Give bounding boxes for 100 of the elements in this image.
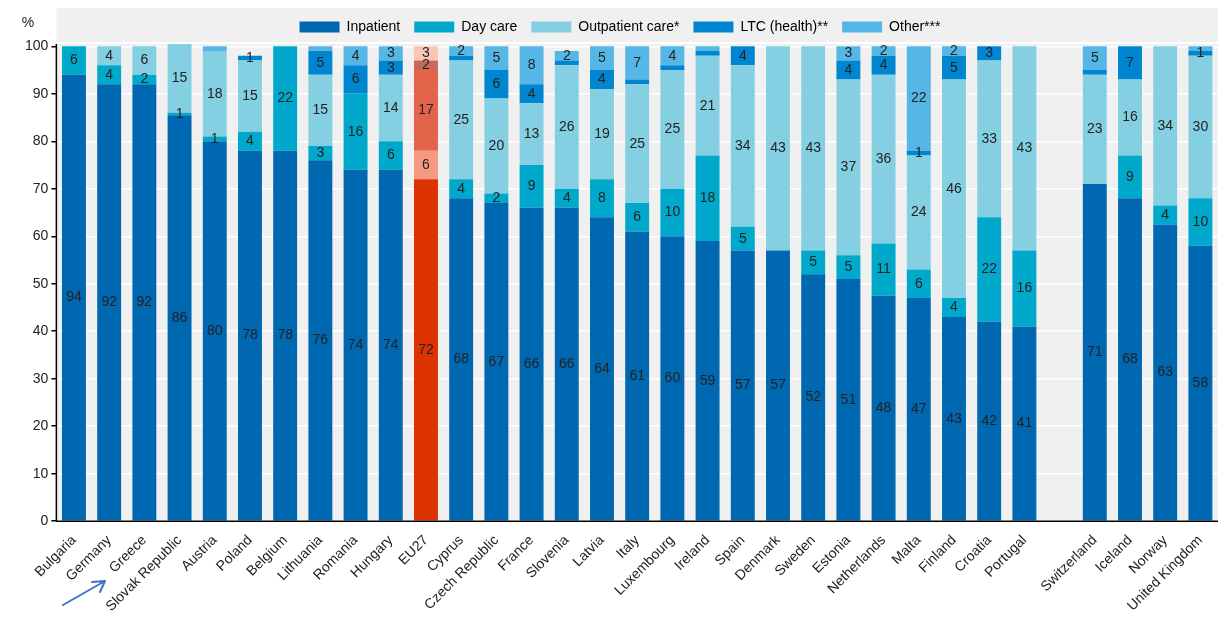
data-label: 13 — [523, 125, 540, 142]
data-label: 1 — [175, 104, 184, 121]
data-label: 9 — [1126, 167, 1135, 184]
data-label: 15 — [242, 87, 258, 104]
data-label: 15 — [171, 69, 188, 86]
data-label: 5 — [950, 58, 959, 75]
data-label: 21 — [699, 96, 716, 113]
data-label: 4 — [246, 132, 255, 149]
data-label: 43 — [805, 139, 822, 156]
y-tick-label: 90 — [32, 84, 49, 101]
data-label: 64 — [594, 359, 610, 376]
data-label: 4 — [527, 84, 536, 101]
data-label: 51 — [840, 390, 857, 407]
data-label: 6 — [140, 51, 149, 68]
data-label: 25 — [664, 120, 681, 137]
data-label: 10 — [1192, 212, 1209, 229]
data-label: 5 — [844, 258, 853, 274]
data-label: 22 — [911, 89, 927, 106]
data-label: 43 — [1016, 139, 1033, 156]
data-label: 43 — [770, 139, 786, 156]
data-label: 63 — [1157, 363, 1174, 380]
data-label: 4 — [844, 60, 853, 77]
data-label: 4 — [457, 179, 466, 196]
data-label: 20 — [488, 136, 505, 153]
data-label: 9 — [527, 177, 536, 194]
data-label: 16 — [1122, 108, 1138, 125]
data-label: 22 — [277, 89, 294, 106]
data-label: 22 — [981, 260, 998, 277]
y-tick-label: 0 — [40, 512, 49, 528]
y-tick-label: 30 — [32, 369, 49, 386]
data-label: 4 — [562, 189, 571, 206]
data-label: 6 — [492, 75, 501, 92]
data-label: 16 — [1016, 279, 1033, 296]
data-label: 86 — [171, 308, 188, 325]
data-label: 52 — [805, 388, 822, 405]
data-label: 57 — [770, 376, 786, 393]
data-label: 4 — [105, 65, 114, 82]
data-label: 2 — [562, 46, 571, 63]
data-label: 2 — [422, 56, 431, 73]
legend-label: Day care — [461, 17, 518, 34]
data-label: 3 — [844, 44, 853, 61]
data-label: 2 — [140, 70, 149, 87]
data-label: 15 — [312, 101, 329, 118]
data-label: 3 — [985, 44, 994, 61]
data-label: 76 — [312, 331, 329, 348]
data-label: 25 — [629, 134, 646, 151]
data-label: 8 — [527, 56, 536, 73]
data-label: 18 — [699, 189, 716, 206]
data-label: 37 — [840, 158, 857, 175]
y-tick-label: 80 — [32, 132, 49, 149]
data-label: 66 — [523, 354, 540, 371]
data-label: 14 — [382, 98, 399, 115]
data-label: 3 — [316, 144, 325, 161]
data-label: 68 — [1122, 350, 1138, 367]
data-label: 66 — [558, 354, 575, 371]
data-label: 4 — [668, 46, 677, 63]
data-label: 2 — [879, 41, 888, 58]
data-label: 6 — [633, 208, 642, 225]
data-label: 72 — [418, 340, 434, 357]
data-label: 74 — [382, 335, 399, 352]
data-label: 30 — [1192, 117, 1209, 134]
data-label: 11 — [876, 260, 892, 277]
data-label: 78 — [277, 326, 294, 343]
data-label: 5 — [316, 53, 325, 70]
data-label: 5 — [809, 253, 818, 270]
data-label: 2 — [457, 41, 466, 58]
y-tick-label: 100 — [25, 37, 49, 54]
data-label: 46 — [946, 179, 962, 196]
data-label: 4 — [879, 56, 888, 73]
data-label: 4 — [738, 46, 747, 63]
data-label: 68 — [453, 350, 470, 367]
data-label: 6 — [386, 146, 395, 163]
y-tick-label: 50 — [32, 274, 49, 291]
data-label: 61 — [629, 366, 646, 383]
data-label: 18 — [206, 84, 223, 101]
legend-label: Inpatient — [346, 17, 401, 34]
legend-label: Other*** — [889, 17, 942, 34]
data-label: 5 — [598, 49, 607, 66]
data-label: 6 — [914, 274, 923, 291]
data-label: 48 — [875, 398, 892, 415]
data-label: 43 — [946, 409, 962, 426]
y-tick-label: 10 — [32, 464, 49, 481]
legend-label: LTC (health)** — [740, 17, 829, 34]
y-tick-label: 40 — [32, 322, 49, 339]
data-label: 2 — [950, 41, 959, 58]
data-label: 17 — [418, 101, 434, 118]
data-label: 74 — [347, 335, 364, 352]
data-label: 16 — [347, 122, 364, 139]
data-label: 19 — [594, 125, 610, 142]
legend-label: Outpatient care* — [578, 17, 680, 34]
data-label: 92 — [101, 293, 118, 310]
data-label: 23 — [1087, 120, 1103, 137]
data-label: 34 — [734, 136, 751, 153]
data-label: 7 — [1126, 53, 1135, 70]
data-label: 26 — [558, 117, 575, 134]
data-label: 34 — [1157, 116, 1174, 133]
data-label: 67 — [488, 352, 505, 369]
data-label: 59 — [699, 371, 716, 388]
data-label: 78 — [242, 326, 258, 343]
data-label: 5 — [492, 49, 501, 66]
